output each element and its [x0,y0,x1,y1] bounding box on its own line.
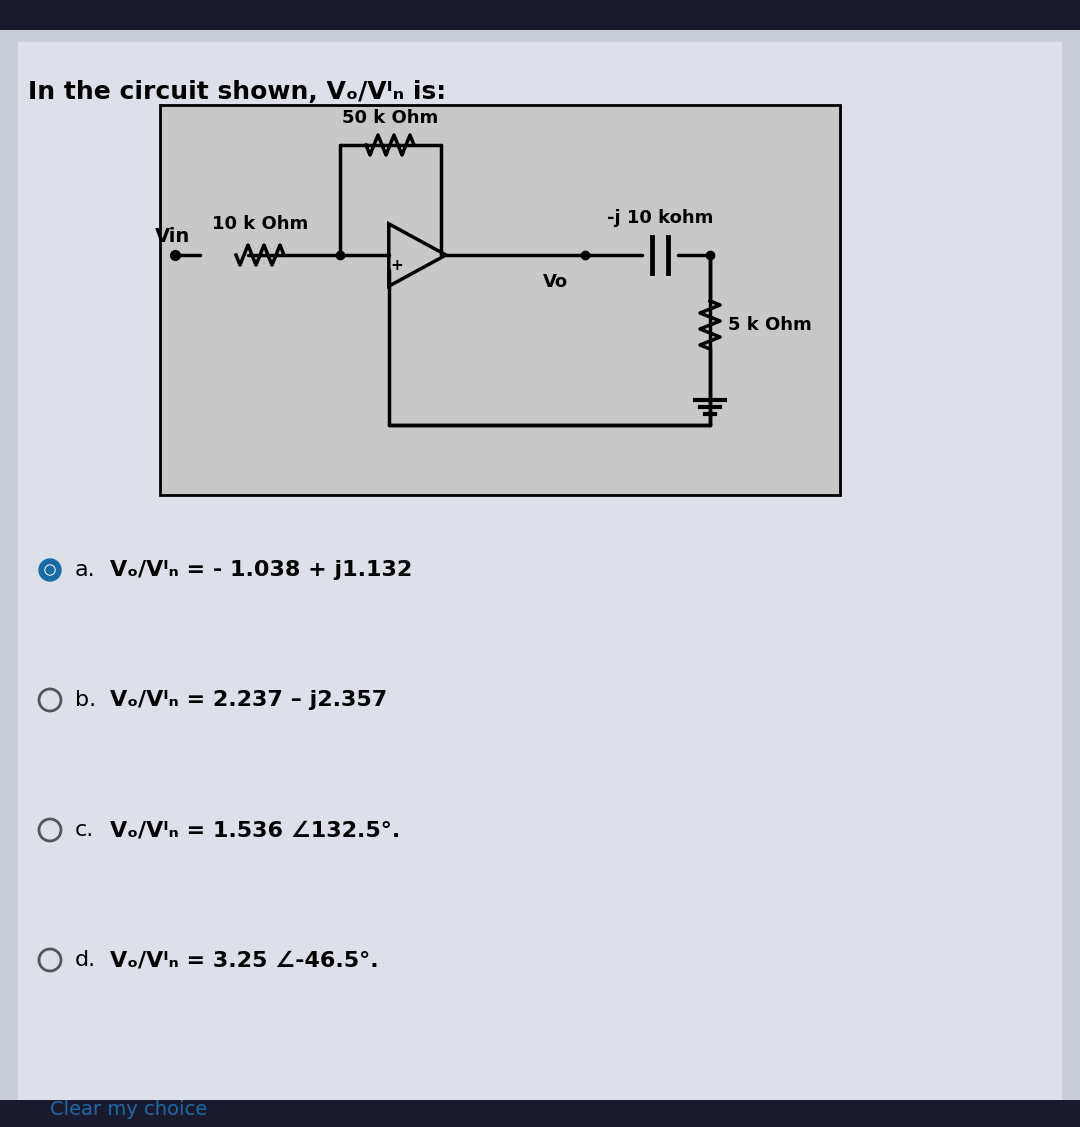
Circle shape [45,565,55,575]
Text: Vo: Vo [542,273,568,291]
FancyBboxPatch shape [160,105,840,495]
Text: Vₒ/Vᴵₙ = 2.237 – j2.357: Vₒ/Vᴵₙ = 2.237 – j2.357 [110,690,388,710]
Text: Clear my choice: Clear my choice [50,1100,207,1119]
Circle shape [39,559,60,582]
Text: b.: b. [75,690,96,710]
Circle shape [46,566,54,574]
Text: -j 10 kohm: -j 10 kohm [607,208,713,227]
Text: Vₒ/Vᴵₙ = 3.25 ∠-46.5°.: Vₒ/Vᴵₙ = 3.25 ∠-46.5°. [110,950,379,970]
Text: In the circuit shown, Vₒ/Vᴵₙ is:: In the circuit shown, Vₒ/Vᴵₙ is: [28,80,446,104]
Text: Vin: Vin [156,228,190,247]
Text: c.: c. [75,820,94,840]
Text: a.: a. [75,560,96,580]
FancyBboxPatch shape [0,0,1080,30]
FancyBboxPatch shape [0,1100,1080,1127]
Text: Vₒ/Vᴵₙ = - 1.038 + j1.132: Vₒ/Vᴵₙ = - 1.038 + j1.132 [110,560,413,580]
Text: +: + [390,258,403,273]
FancyBboxPatch shape [0,30,1080,1127]
Text: d.: d. [75,950,96,970]
Text: Vₒ/Vᴵₙ = 1.536 ∠132.5°.: Vₒ/Vᴵₙ = 1.536 ∠132.5°. [110,820,401,840]
Text: 50 k Ohm: 50 k Ohm [342,109,438,127]
Text: 10 k Ohm: 10 k Ohm [212,215,308,233]
Text: 5 k Ohm: 5 k Ohm [728,316,812,334]
FancyBboxPatch shape [18,42,1062,1100]
